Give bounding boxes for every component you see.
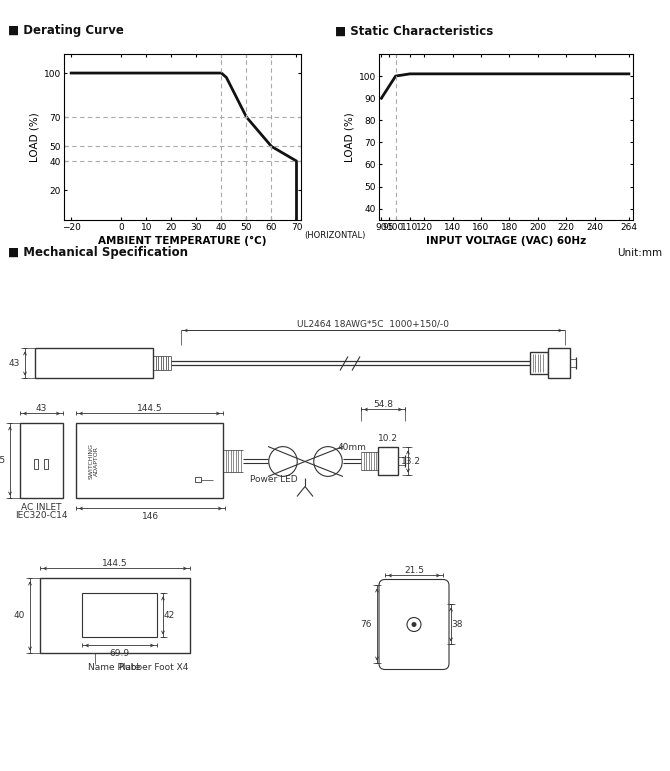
Bar bbox=[195, 477, 201, 483]
Text: SWITCHING
ADAPTOR: SWITCHING ADAPTOR bbox=[88, 443, 99, 480]
Text: 75.5: 75.5 bbox=[0, 456, 5, 466]
Bar bbox=[76, 423, 223, 499]
Bar bbox=[34, 460, 38, 470]
Text: 144.5: 144.5 bbox=[103, 559, 128, 568]
Text: ■ Mechanical Specification: ■ Mechanical Specification bbox=[8, 247, 188, 259]
Text: 40: 40 bbox=[13, 611, 25, 621]
Text: 40mm: 40mm bbox=[338, 443, 366, 452]
Text: Unit:mm: Unit:mm bbox=[617, 248, 662, 258]
Text: (HORIZONTAL): (HORIZONTAL) bbox=[304, 231, 365, 241]
Text: 10.2: 10.2 bbox=[378, 434, 398, 443]
Bar bbox=[35, 348, 153, 379]
Text: 13.2: 13.2 bbox=[401, 457, 421, 466]
X-axis label: AMBIENT TEMPERATURE (°C): AMBIENT TEMPERATURE (°C) bbox=[98, 236, 267, 246]
Text: 38: 38 bbox=[452, 620, 463, 629]
Text: 146: 146 bbox=[142, 512, 159, 521]
Text: ■ Static Characteristics: ■ Static Characteristics bbox=[335, 25, 493, 37]
Text: 42: 42 bbox=[163, 611, 175, 620]
Bar bbox=[548, 348, 570, 379]
Bar bbox=[378, 447, 398, 476]
Text: 54.8: 54.8 bbox=[373, 400, 393, 409]
Bar bbox=[82, 594, 157, 638]
Bar bbox=[530, 352, 548, 375]
Bar bbox=[20, 423, 63, 499]
Text: ■ Derating Curve: ■ Derating Curve bbox=[8, 25, 124, 37]
Text: Rubber Foot X4: Rubber Foot X4 bbox=[119, 663, 188, 672]
Text: 43: 43 bbox=[36, 404, 47, 413]
Bar bbox=[44, 460, 48, 470]
Circle shape bbox=[411, 622, 417, 627]
Text: 144.5: 144.5 bbox=[137, 404, 162, 413]
Bar bbox=[40, 578, 190, 654]
Text: 21.5: 21.5 bbox=[404, 566, 424, 575]
Text: 43: 43 bbox=[9, 359, 20, 368]
Text: 76: 76 bbox=[360, 620, 372, 629]
X-axis label: INPUT VOLTAGE (VAC) 60Hz: INPUT VOLTAGE (VAC) 60Hz bbox=[425, 236, 586, 246]
Text: 69.9: 69.9 bbox=[109, 649, 129, 658]
Text: UL2464 18AWG*5C  1000+150/-0: UL2464 18AWG*5C 1000+150/-0 bbox=[297, 320, 449, 329]
Text: Power LED: Power LED bbox=[250, 476, 297, 484]
Y-axis label: LOAD (%): LOAD (%) bbox=[344, 112, 354, 162]
Y-axis label: LOAD (%): LOAD (%) bbox=[29, 112, 40, 162]
Text: IEC320-C14: IEC320-C14 bbox=[15, 511, 67, 520]
Text: AC INLET: AC INLET bbox=[21, 503, 61, 512]
Text: Name Plate: Name Plate bbox=[88, 663, 140, 672]
